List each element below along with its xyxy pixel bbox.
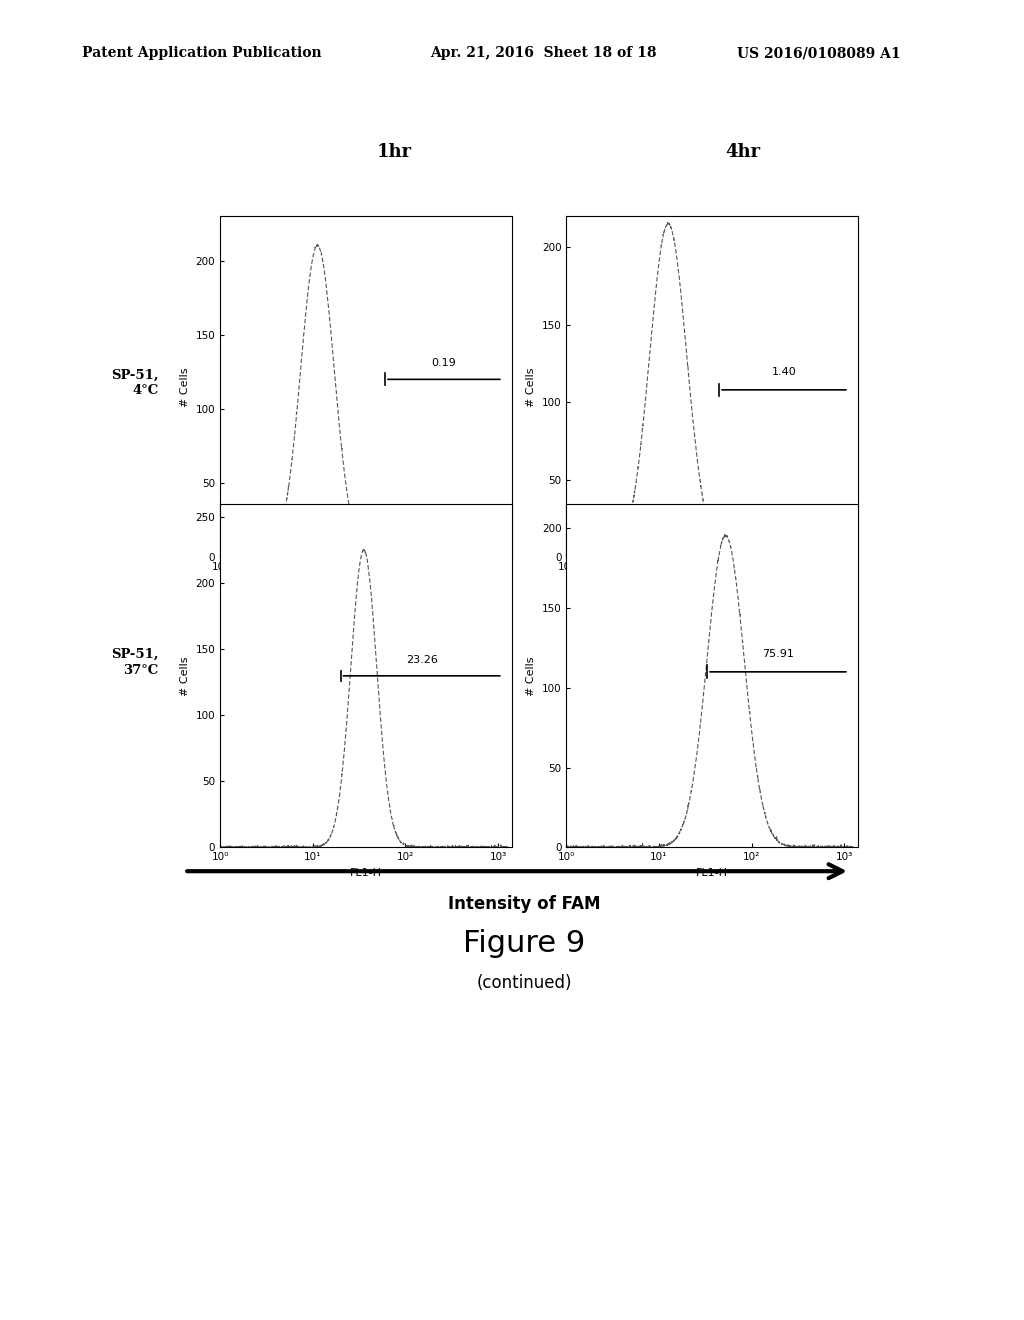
X-axis label: FL1-H: FL1-H [696, 577, 728, 587]
Text: (continued): (continued) [476, 974, 572, 993]
Text: Apr. 21, 2016  Sheet 18 of 18: Apr. 21, 2016 Sheet 18 of 18 [430, 46, 656, 61]
Text: Figure 9: Figure 9 [463, 929, 586, 958]
X-axis label: FL1-H: FL1-H [350, 867, 382, 878]
Text: 0.19: 0.19 [431, 358, 457, 367]
Text: SP-51,
37°C: SP-51, 37°C [112, 648, 159, 677]
Text: Patent Application Publication: Patent Application Publication [82, 46, 322, 61]
Text: 23.26: 23.26 [406, 655, 437, 665]
Text: US 2016/0108089 A1: US 2016/0108089 A1 [737, 46, 901, 61]
Y-axis label: # Cells: # Cells [526, 367, 537, 407]
Text: 75.91: 75.91 [762, 649, 794, 659]
Y-axis label: # Cells: # Cells [180, 367, 190, 407]
Text: SP-51,
4°C: SP-51, 4°C [112, 368, 159, 397]
Text: Intensity of FAM: Intensity of FAM [449, 895, 600, 913]
Text: 4hr: 4hr [725, 143, 760, 161]
Y-axis label: # Cells: # Cells [180, 656, 190, 696]
Text: 1hr: 1hr [377, 143, 412, 161]
Y-axis label: # Cells: # Cells [526, 656, 537, 696]
Text: 1.40: 1.40 [772, 367, 797, 378]
X-axis label: FL1-H: FL1-H [350, 577, 382, 587]
X-axis label: FL1-H: FL1-H [696, 867, 728, 878]
